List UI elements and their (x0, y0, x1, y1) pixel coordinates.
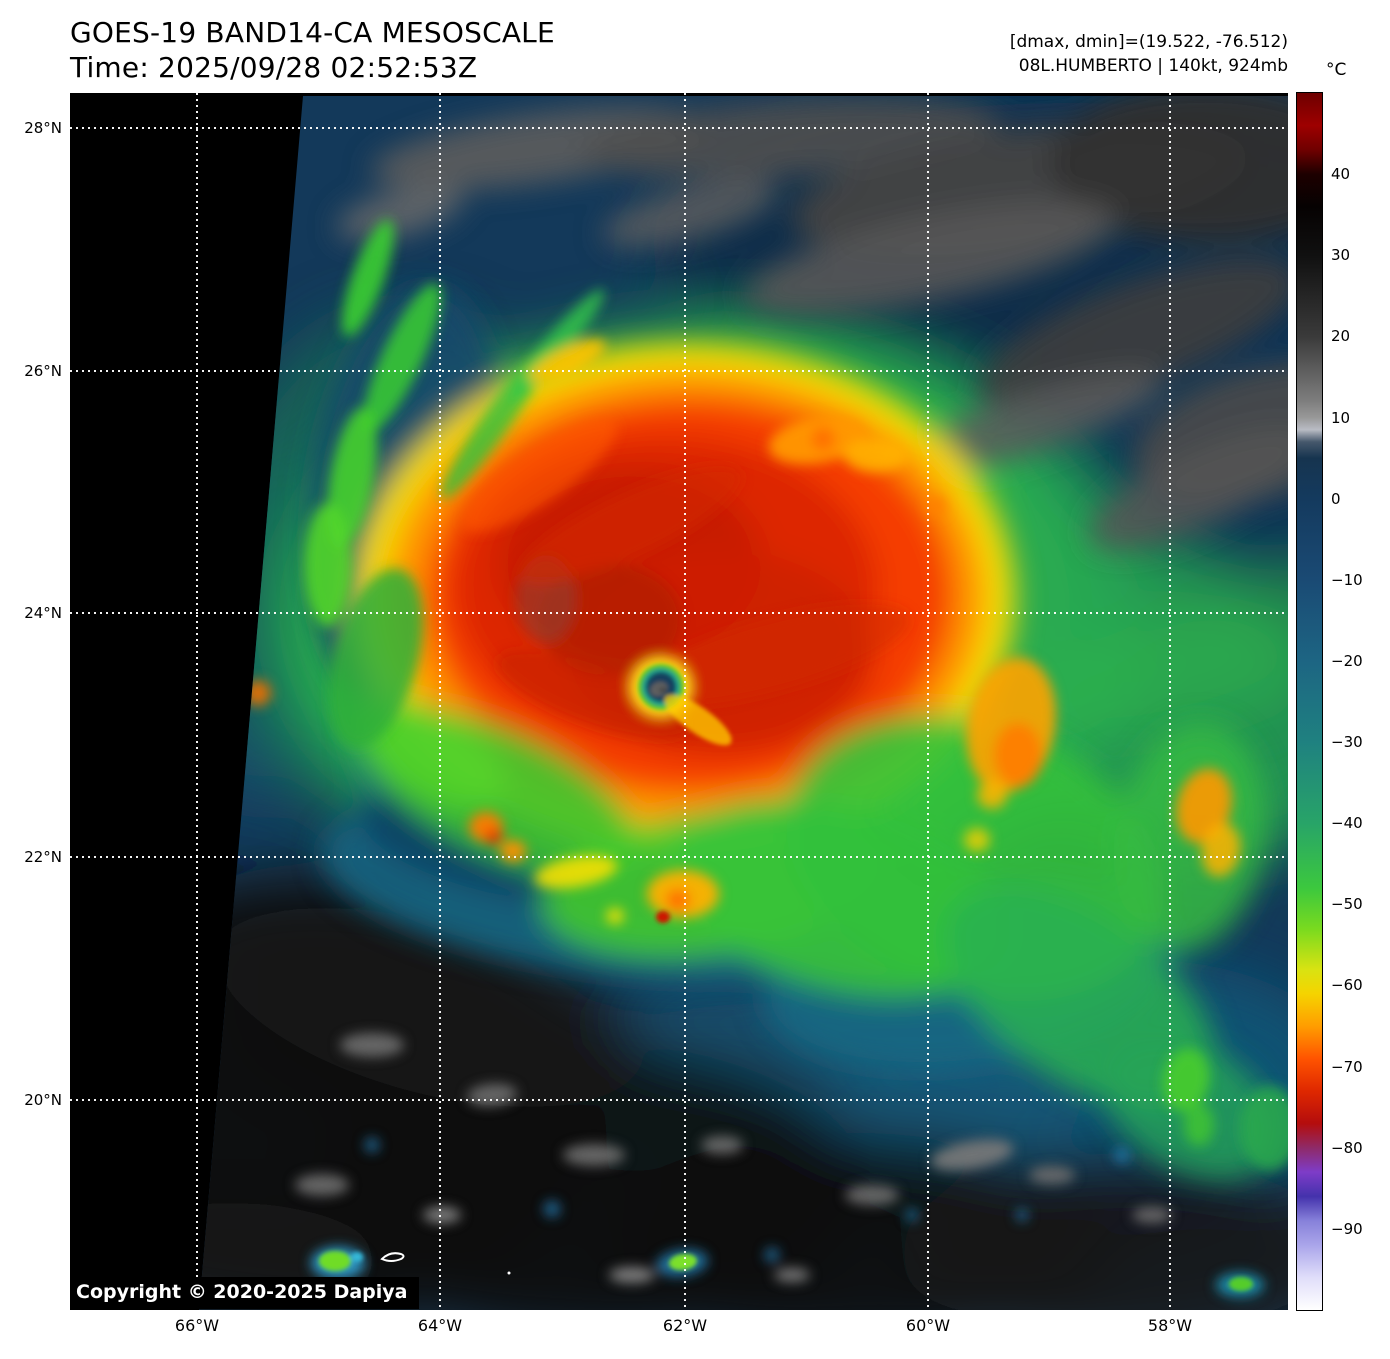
image-timestamp: Time: 2025/09/28 02:52:53Z (70, 51, 478, 84)
colorbar-tick-label: −60 (1331, 976, 1363, 995)
colorbar-tick-label: −50 (1331, 895, 1363, 914)
copyright-badge: Copyright © 2020-2025 Dapiya (70, 1277, 420, 1309)
image-title: GOES-19 BAND14-CA MESOSCALE (70, 16, 555, 49)
lat-tick-label: 24°N (24, 604, 62, 622)
colorbar-tick-label: 30 (1331, 246, 1351, 265)
lat-tick-label: 22°N (24, 848, 62, 866)
lat-tick-label: 26°N (24, 362, 62, 380)
colorbar-tick-label: −90 (1331, 1219, 1363, 1238)
lat-tick-label: 20°N (24, 1091, 62, 1109)
lon-tick-label: 66°W (174, 1316, 220, 1335)
storm-info-readout: 08L.HUMBERTO | 140kt, 924mb (1018, 56, 1288, 76)
colorbar-tick-label: −20 (1331, 651, 1363, 670)
hurricane-eye (319, 664, 1253, 1291)
colorbar-tick-label: −40 (1331, 814, 1363, 833)
data-region (199, 96, 1288, 1310)
lon-tick-label: 62°W (662, 1316, 708, 1335)
colorbar-tick-label: −10 (1331, 570, 1363, 589)
colorbar-unit-label: °C (1326, 60, 1347, 80)
lon-tick-label: 64°W (417, 1316, 463, 1335)
colorbar (1296, 92, 1323, 1311)
colorbar-tick-label: −80 (1331, 1138, 1363, 1157)
colorbar-tick-label: 40 (1331, 165, 1351, 184)
colorbar-tick-label: −70 (1331, 1057, 1363, 1076)
colorbar-tick-label: −30 (1331, 733, 1363, 752)
meta-readout: [dmax, dmin]=(19.522, -76.512) 08L.HUMBE… (1010, 30, 1288, 78)
data-artifact-dot (507, 1271, 511, 1275)
lon-tick-label: 60°W (905, 1316, 951, 1335)
colorbar-tick-label: 20 (1331, 327, 1351, 346)
lon-tick-label: 58°W (1147, 1316, 1193, 1335)
satellite-imagery (70, 93, 1288, 1310)
colorbar-tick-label: 0 (1331, 489, 1341, 508)
data-range-readout: [dmax, dmin]=(19.522, -76.512) (1009, 32, 1288, 52)
colorbar-tick-label: 10 (1331, 408, 1351, 427)
lat-tick-label: 28°N (24, 119, 62, 137)
map-plot-area: Copyright © 2020-2025 Dapiya (70, 93, 1288, 1310)
